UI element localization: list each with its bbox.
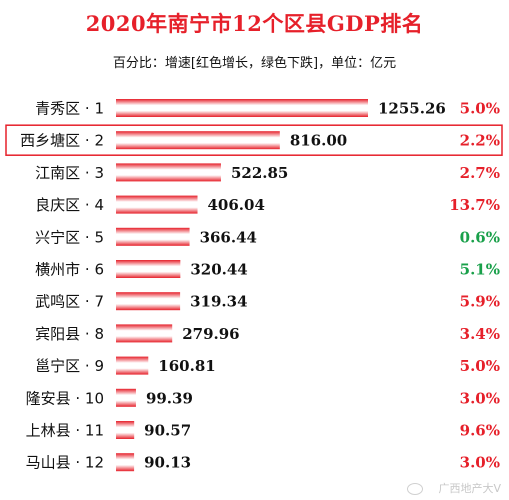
value-label: 279.96	[182, 325, 239, 343]
category-label: 邕宁区 · 9	[35, 357, 104, 375]
growth-label: 2.7%	[460, 164, 500, 182]
growth-label: 2.2%	[460, 132, 500, 150]
category-label: 上林县 · 11	[26, 422, 104, 440]
category-label: 隆安县 · 10	[26, 389, 104, 407]
category-label: 马山县 · 12	[26, 454, 104, 472]
category-label: 武鸣区 · 7	[35, 293, 104, 311]
bar	[116, 131, 280, 150]
growth-label: 5.9%	[460, 293, 500, 311]
growth-label: 3.0%	[460, 454, 500, 472]
growth-label: 5.1%	[460, 261, 500, 279]
value-label: 406.04	[208, 196, 265, 214]
bar	[116, 388, 136, 407]
growth-label: 5.0%	[460, 100, 500, 118]
chart-title: 2020年南宁市12个区县GDP排名	[85, 11, 424, 36]
chart-subtitle: 百分比：增速[红色增长，绿色下跌]，单位：亿元	[112, 56, 397, 71]
growth-label: 3.4%	[460, 325, 500, 343]
value-label: 99.39	[146, 389, 193, 407]
value-label: 90.57	[144, 422, 191, 440]
bar	[116, 163, 221, 182]
growth-label: 9.6%	[460, 422, 500, 440]
value-label: 320.44	[190, 261, 247, 279]
bar	[116, 99, 368, 117]
bar	[116, 227, 190, 246]
weibo-icon	[407, 483, 423, 495]
value-label: 319.34	[190, 293, 247, 311]
bar	[116, 292, 181, 311]
value-label: 160.81	[158, 357, 215, 375]
value-label: 90.13	[144, 454, 191, 472]
watermark: 广西地产大V	[438, 482, 501, 495]
bar	[116, 356, 149, 375]
bar	[116, 421, 135, 439]
category-label: 西乡塘区 · 2	[20, 132, 104, 150]
growth-label: 13.7%	[449, 196, 500, 214]
category-label: 兴宁区 · 5	[35, 228, 104, 246]
growth-label: 0.6%	[460, 228, 500, 246]
value-label: 816.00	[290, 132, 347, 150]
value-label: 1255.26	[378, 100, 446, 118]
growth-label: 3.0%	[460, 389, 500, 407]
category-label: 横州市 · 6	[35, 261, 104, 279]
value-label: 522.85	[231, 164, 288, 182]
category-label: 江南区 · 3	[35, 164, 104, 182]
highlight-box	[5, 124, 503, 156]
bar	[116, 260, 181, 278]
category-label: 宾阳县 · 8	[35, 325, 104, 343]
growth-label: 5.0%	[460, 357, 500, 375]
category-label: 良庆区 · 4	[35, 196, 104, 214]
bar	[116, 195, 198, 214]
category-label: 青秀区 · 1	[35, 100, 104, 118]
bar	[116, 453, 135, 472]
bar	[116, 324, 173, 343]
value-label: 366.44	[200, 228, 257, 246]
